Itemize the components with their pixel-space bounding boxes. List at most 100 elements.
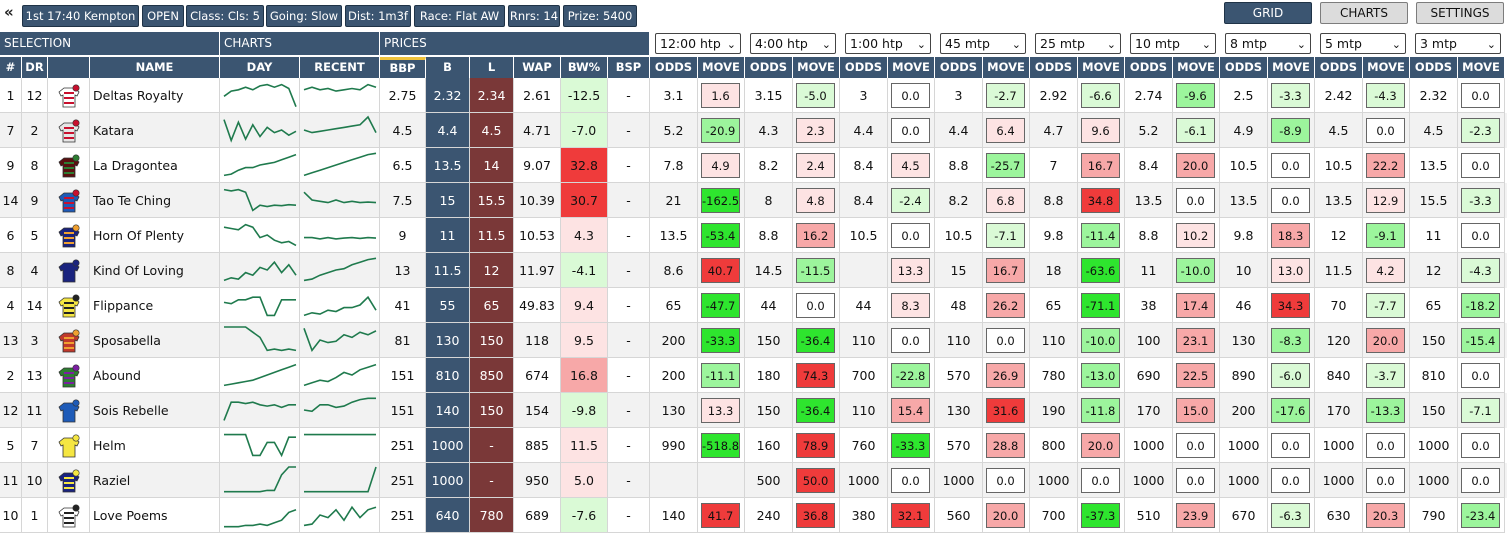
collapse-chevron-icon[interactable]: « [4, 3, 14, 21]
b-cell[interactable]: 640 [426, 498, 470, 533]
l-cell[interactable]: 780 [470, 498, 514, 533]
sparkline-chart[interactable] [302, 80, 378, 110]
name-cell[interactable]: Helm [90, 428, 220, 463]
b-cell[interactable]: 140 [426, 393, 470, 428]
l-cell[interactable]: 65 [470, 288, 514, 323]
column-header-move[interactable]: MOVE [698, 57, 745, 78]
column-header-move[interactable]: MOVE [888, 57, 935, 78]
sparkline-chart[interactable] [302, 185, 378, 215]
runner-row[interactable]: 6 5 Horn Of Plenty 9 11 11.5 10.53 4.3-13.5 -53.… [0, 218, 1507, 253]
column-header-odds[interactable]: ODDS [1030, 57, 1078, 78]
l-cell[interactable]: - [470, 428, 514, 463]
charts-view-button[interactable]: CHARTS [1320, 2, 1408, 24]
column-header-odds[interactable]: ODDS [1410, 57, 1458, 78]
column-header-move[interactable]: MOVE [1458, 57, 1505, 78]
name-cell[interactable]: Kind Of Loving [90, 253, 220, 288]
l-cell[interactable]: 14 [470, 148, 514, 183]
runner-row[interactable]: 7 2 Katara 4.5 4.4 4.5 4.71 -7.0-5.2 -20.9 4.3 2.3… [0, 113, 1507, 148]
l-cell[interactable]: 850 [470, 358, 514, 393]
name-cell[interactable]: Flippance [90, 288, 220, 323]
name-cell[interactable]: Sois Rebelle [90, 393, 220, 428]
runner-row[interactable]: 14 9 Tao Te Ching 7.5 15 15.5 10.39 30.7-21 -162… [0, 183, 1507, 218]
timepoint-select[interactable]: 5 mtp ⌄ [1320, 33, 1406, 54]
sparkline-chart[interactable] [302, 325, 378, 355]
sparkline-chart[interactable] [222, 185, 298, 215]
runner-row[interactable]: 1 12 Deltas Royalty 2.75 2.32 2.34 2.61 -12.5-3… [0, 78, 1507, 113]
timepoint-select[interactable]: 4:00 htp ⌄ [750, 33, 836, 54]
sparkline-chart[interactable] [302, 430, 378, 460]
b-cell[interactable]: 15 [426, 183, 470, 218]
l-cell[interactable]: 15.5 [470, 183, 514, 218]
column-header-odds[interactable]: ODDS [1315, 57, 1363, 78]
b-cell[interactable]: 130 [426, 323, 470, 358]
column-header-move[interactable]: MOVE [1363, 57, 1410, 78]
runner-row[interactable]: 11 10 Raziel 251 1000-950 5.0-500 50.0 1000 0.0 1… [0, 463, 1507, 498]
column-header-odds[interactable]: ODDS [1125, 57, 1173, 78]
sparkline-chart[interactable] [302, 290, 378, 320]
b-cell[interactable]: 55 [426, 288, 470, 323]
sparkline-chart[interactable] [222, 115, 298, 145]
sparkline-chart[interactable] [302, 255, 378, 285]
sparkline-chart[interactable] [222, 325, 298, 355]
timepoint-select[interactable]: 25 mtp ⌄ [1035, 33, 1121, 54]
column-header-bwp[interactable]: BW% [561, 57, 608, 78]
runner-row[interactable]: 13 3 Sposabella 81 130 150 118 9.5-200 -33.3 150-… [0, 323, 1507, 358]
sparkline-chart[interactable] [302, 360, 378, 390]
column-header-odds[interactable]: ODDS [840, 57, 888, 78]
settings-button[interactable]: SETTINGS [1416, 2, 1504, 24]
grid-view-button[interactable]: GRID [1224, 2, 1312, 24]
timepoint-select[interactable]: 1:00 htp ⌄ [845, 33, 931, 54]
sparkline-chart[interactable] [222, 430, 298, 460]
column-header-name[interactable]: NAME [90, 57, 220, 78]
column-header-wap[interactable]: WAP [514, 57, 561, 78]
column-header-move[interactable]: MOVE [1268, 57, 1315, 78]
runner-row[interactable]: 2 13 Abound 151 810 850 674 16.8-200 -11.1 180 74.… [0, 358, 1507, 393]
column-header-b[interactable]: B [426, 57, 470, 78]
column-header-move[interactable]: MOVE [983, 57, 1030, 78]
name-cell[interactable]: Abound [90, 358, 220, 393]
b-cell[interactable]: 11 [426, 218, 470, 253]
l-cell[interactable]: 150 [470, 323, 514, 358]
b-cell[interactable]: 13.5 [426, 148, 470, 183]
b-cell[interactable]: 1000 [426, 463, 470, 498]
column-header-move[interactable]: MOVE [793, 57, 840, 78]
column-header-move[interactable]: MOVE [1173, 57, 1220, 78]
name-cell[interactable]: Katara [90, 113, 220, 148]
timepoint-select[interactable]: 45 mtp ⌄ [940, 33, 1026, 54]
sparkline-chart[interactable] [222, 255, 298, 285]
column-header-odds[interactable]: ODDS [745, 57, 793, 78]
sparkline-chart[interactable] [222, 290, 298, 320]
sparkline-chart[interactable] [302, 150, 378, 180]
sparkline-chart[interactable] [222, 220, 298, 250]
column-header-l[interactable]: L [470, 57, 514, 78]
sparkline-chart[interactable] [302, 500, 378, 530]
column-header-day[interactable]: DAY [220, 57, 300, 78]
runner-row[interactable]: 4 14 Flippance 41 55 65 49.83 9.4-65 -47.7 44 0.0 4… [0, 288, 1507, 323]
sparkline-chart[interactable] [302, 395, 378, 425]
timepoint-select[interactable]: 3 mtp ⌄ [1415, 33, 1501, 54]
name-cell[interactable]: Deltas Royalty [90, 78, 220, 113]
name-cell[interactable]: Sposabella [90, 323, 220, 358]
timepoint-select[interactable]: 10 mtp ⌄ [1130, 33, 1216, 54]
sparkline-chart[interactable] [302, 465, 378, 495]
l-cell[interactable]: - [470, 463, 514, 498]
sparkline-chart[interactable] [302, 220, 378, 250]
column-header-bbp[interactable]: BBP [380, 57, 426, 78]
name-cell[interactable]: Horn Of Plenty [90, 218, 220, 253]
sparkline-chart[interactable] [302, 115, 378, 145]
column-header-num[interactable]: # [0, 57, 22, 78]
column-header-move[interactable]: MOVE [1078, 57, 1125, 78]
l-cell[interactable]: 4.5 [470, 113, 514, 148]
sparkline-chart[interactable] [222, 465, 298, 495]
b-cell[interactable]: 1000 [426, 428, 470, 463]
sparkline-chart[interactable] [222, 360, 298, 390]
sparkline-chart[interactable] [222, 80, 298, 110]
column-header-recent[interactable]: RECENT [300, 57, 380, 78]
name-cell[interactable]: Raziel [90, 463, 220, 498]
name-cell[interactable]: La Dragontea [90, 148, 220, 183]
timepoint-select[interactable]: 12:00 htp ⌄ [655, 33, 741, 54]
b-cell[interactable]: 2.32 [426, 78, 470, 113]
l-cell[interactable]: 12 [470, 253, 514, 288]
b-cell[interactable]: 4.4 [426, 113, 470, 148]
b-cell[interactable]: 810 [426, 358, 470, 393]
